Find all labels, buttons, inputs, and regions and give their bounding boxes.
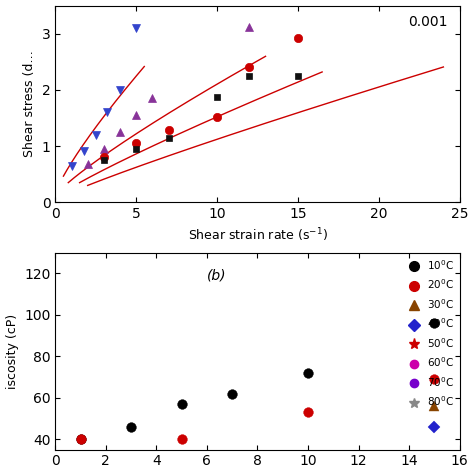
Y-axis label: iscosity (cP): iscosity (cP) xyxy=(6,314,18,389)
Text: (b): (b) xyxy=(207,268,227,283)
X-axis label: Shear strain rate (s$^{-1}$): Shear strain rate (s$^{-1}$) xyxy=(188,227,328,245)
Y-axis label: Shear stress (d…: Shear stress (d… xyxy=(23,51,36,157)
Text: 0.001: 0.001 xyxy=(408,15,447,29)
Legend: 10$^{0}$C, 20$^{0}$C, 30$^{0}$C, 40$^{0}$C, 50$^{0}$C, 60$^{0}$C, 70$^{0}$C, 80$: 10$^{0}$C, 20$^{0}$C, 30$^{0}$C, 40$^{0}… xyxy=(403,258,455,409)
